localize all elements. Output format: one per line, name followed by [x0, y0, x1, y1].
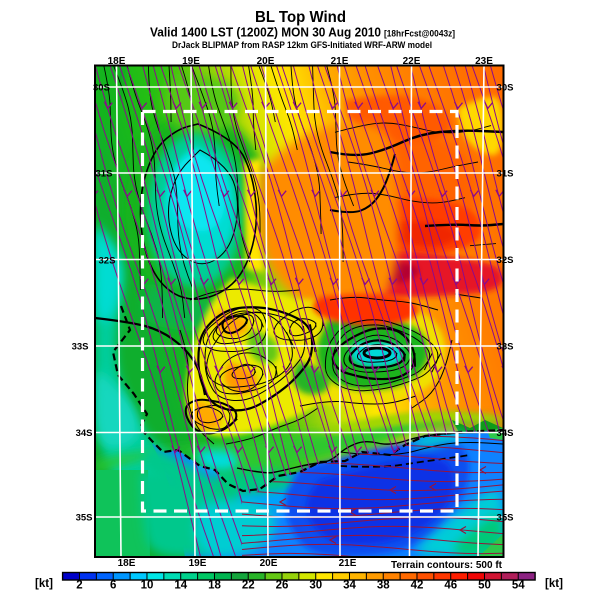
svg-text:2: 2 — [76, 580, 82, 592]
svg-text:26: 26 — [276, 580, 289, 592]
svg-text:18E: 18E — [108, 56, 126, 67]
svg-text:34S: 34S — [76, 428, 93, 439]
svg-text:20E: 20E — [260, 558, 278, 569]
svg-text:30S: 30S — [497, 83, 514, 94]
svg-text:42: 42 — [411, 580, 424, 592]
svg-text:Valid 1400 LST (1200Z) MON 30: Valid 1400 LST (1200Z) MON 30 Aug 2010 — [150, 26, 381, 40]
svg-text:35S: 35S — [497, 513, 514, 524]
svg-text:19E: 19E — [182, 56, 200, 67]
svg-text:[kt]: [kt] — [35, 578, 53, 590]
svg-text:DrJack BLIPMAP from RASP 12km: DrJack BLIPMAP from RASP 12km GFS-Initia… — [172, 40, 432, 50]
svg-text:38: 38 — [377, 580, 390, 592]
svg-text:31S: 31S — [497, 169, 514, 180]
svg-text:32S: 32S — [497, 255, 514, 266]
svg-text:33S: 33S — [72, 342, 89, 353]
svg-text:20E: 20E — [257, 56, 275, 67]
svg-text:23E: 23E — [475, 56, 493, 67]
svg-text:30: 30 — [309, 580, 322, 592]
svg-text:34S: 34S — [497, 428, 514, 439]
svg-text:Terrain contours: 500 ft: Terrain contours: 500 ft — [391, 560, 503, 571]
svg-text:14: 14 — [174, 580, 187, 592]
svg-text:46: 46 — [444, 580, 457, 592]
svg-text:54: 54 — [512, 580, 525, 592]
svg-text:22E: 22E — [403, 56, 421, 67]
svg-text:32S: 32S — [99, 256, 116, 267]
svg-text:[18hrFcst@0043z]: [18hrFcst@0043z] — [384, 29, 455, 40]
svg-text:18E: 18E — [118, 558, 136, 569]
svg-text:30S: 30S — [93, 83, 110, 94]
svg-text:21E: 21E — [331, 56, 349, 67]
svg-text:19E: 19E — [189, 558, 207, 569]
svg-text:50: 50 — [478, 580, 491, 592]
svg-text:31S: 31S — [96, 169, 113, 180]
svg-text:35S: 35S — [76, 513, 93, 524]
svg-text:33S: 33S — [497, 342, 514, 353]
svg-text:22: 22 — [242, 580, 255, 592]
svg-text:[kt]: [kt] — [545, 578, 563, 590]
svg-text:18: 18 — [208, 580, 221, 592]
svg-text:BL Top Wind: BL Top Wind — [255, 9, 346, 26]
svg-text:21E: 21E — [339, 558, 357, 569]
svg-text:10: 10 — [141, 580, 154, 592]
svg-text:6: 6 — [110, 580, 116, 592]
svg-text:34: 34 — [343, 580, 356, 592]
